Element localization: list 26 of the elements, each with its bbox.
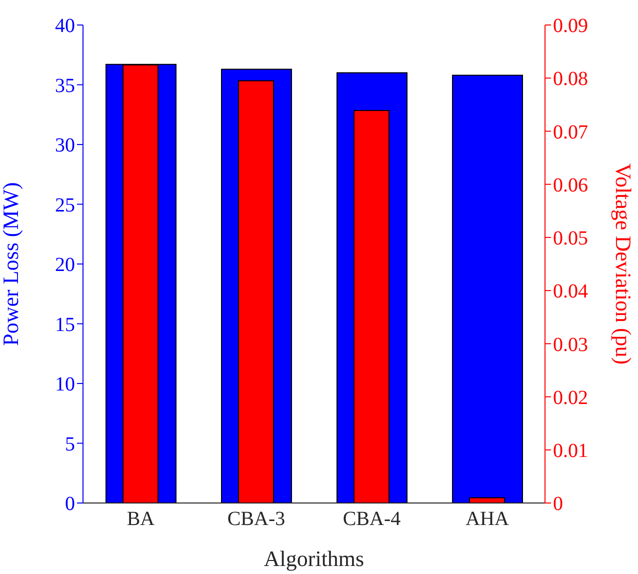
x-tick-label: CBA-4	[342, 508, 401, 530]
y2-tick-label: 0.09	[553, 15, 588, 38]
y2-tick-label: 0	[553, 493, 563, 516]
y-tick-label: 5	[65, 433, 75, 456]
y-tick-label: 0	[65, 493, 75, 516]
y2-tick-label: 0.04	[553, 280, 588, 303]
y2-tick-label: 0.02	[553, 386, 588, 409]
x-tick-label: CBA-3	[227, 508, 286, 530]
y2-tick-label: 0.06	[553, 174, 588, 196]
y2-tick-label: 0.07	[553, 121, 588, 144]
y-tick-label: 20	[55, 254, 75, 276]
y-tick-label: 40	[55, 15, 75, 38]
y2-tick-label: 0.08	[553, 68, 588, 90]
y-tick-label: 25	[55, 194, 75, 216]
y-tick-label: 15	[55, 314, 75, 336]
y2-tick-label: 0.03	[553, 334, 588, 356]
y2-axis-title: Voltage Deviation (pu)	[611, 163, 636, 365]
y-tick-label: 10	[55, 374, 75, 396]
y-tick-label: 35	[55, 74, 75, 97]
y-axis-title: Power Loss (MW)	[0, 182, 23, 346]
y2-tick-label: 0.05	[553, 228, 588, 250]
y-tick-label: 30	[55, 134, 75, 157]
x-tick-label: AHA	[466, 508, 510, 530]
y2-tick-label: 0.01	[553, 440, 588, 462]
x-tick-label: BA	[126, 508, 156, 530]
x-axis-title: Algorithms	[264, 546, 364, 571]
